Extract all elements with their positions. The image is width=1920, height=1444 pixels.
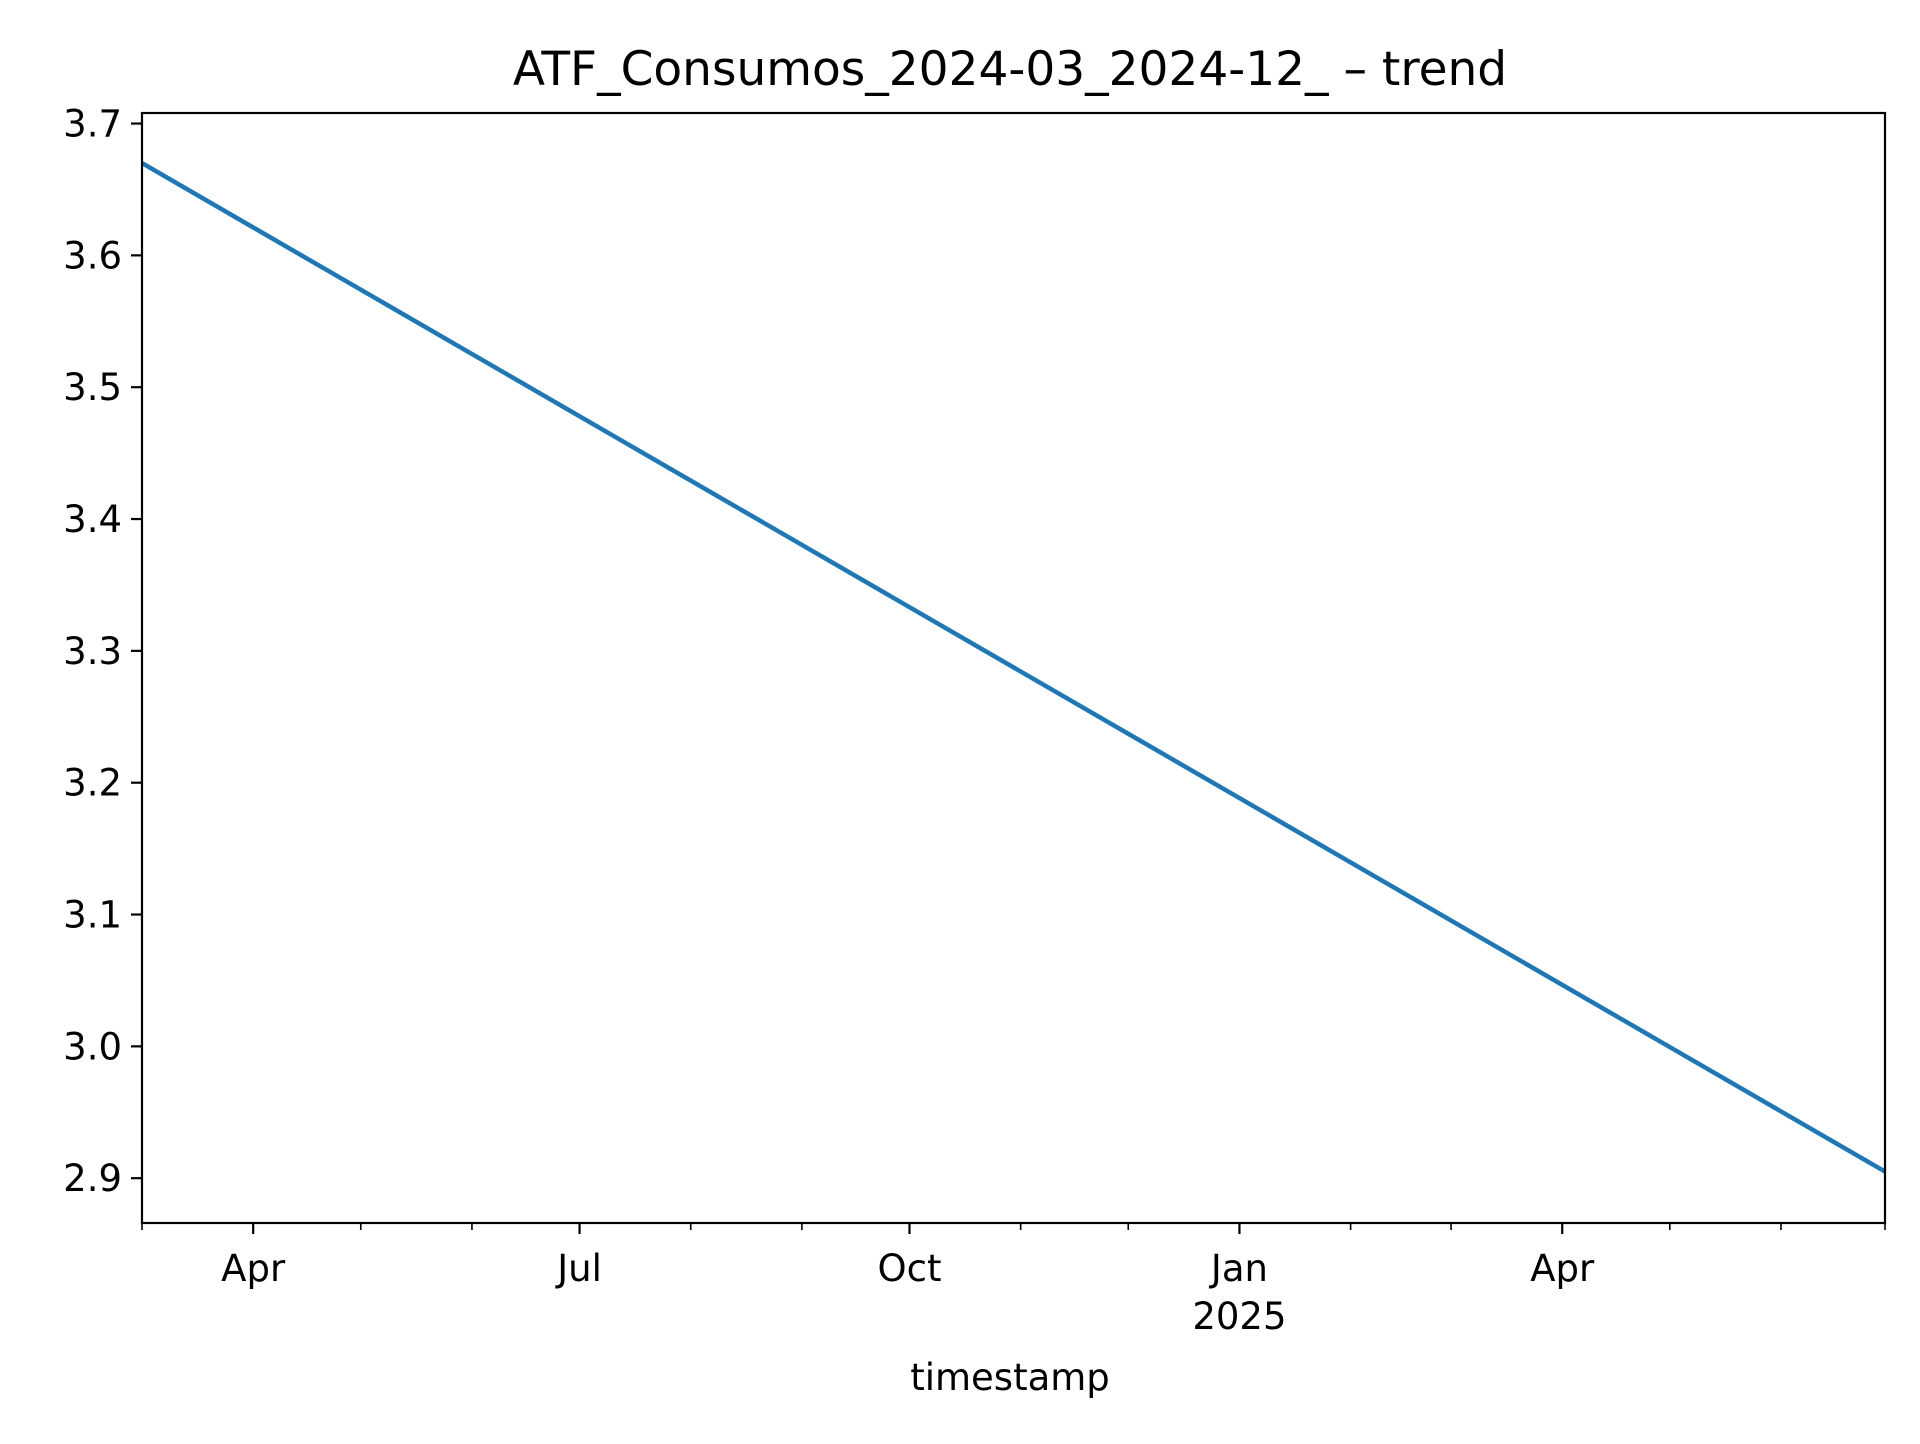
plot-area: 2.9 3.0 3.1 3.2 3.3 3.4 3.5 3.6 3.7 Apr Jul Oct Jan 2… xyxy=(63,103,1887,1338)
chart-title: ATF_Consumos_2024-03_2024-12_ – trend xyxy=(513,42,1507,97)
x-axis-label: timestamp xyxy=(910,1356,1110,1399)
x-tick-label: Jan xyxy=(1209,1247,1268,1290)
y-tick-label: 3.7 xyxy=(63,103,122,146)
y-tick-label: 3.4 xyxy=(63,498,122,541)
y-tick-label: 3.5 xyxy=(63,366,122,409)
y-tick-label: 3.1 xyxy=(63,894,122,937)
series-line-1 xyxy=(140,161,1887,1174)
y-tick-label: 2.9 xyxy=(63,1157,122,1200)
x-tick-label: Oct xyxy=(878,1247,942,1290)
x-tick-sublabel: 2025 xyxy=(1192,1295,1286,1338)
axes-frame xyxy=(140,111,1887,1225)
y-tick-label: 3.6 xyxy=(63,234,122,277)
y-tick-label: 3.0 xyxy=(63,1025,122,1068)
x-tick-label: Jul xyxy=(555,1247,602,1290)
x-tick-label: Apr xyxy=(1530,1247,1595,1290)
x-tick-label: Apr xyxy=(221,1247,286,1290)
y-tick-label: 3.2 xyxy=(63,762,122,805)
y-tick-label: 3.3 xyxy=(63,630,122,673)
